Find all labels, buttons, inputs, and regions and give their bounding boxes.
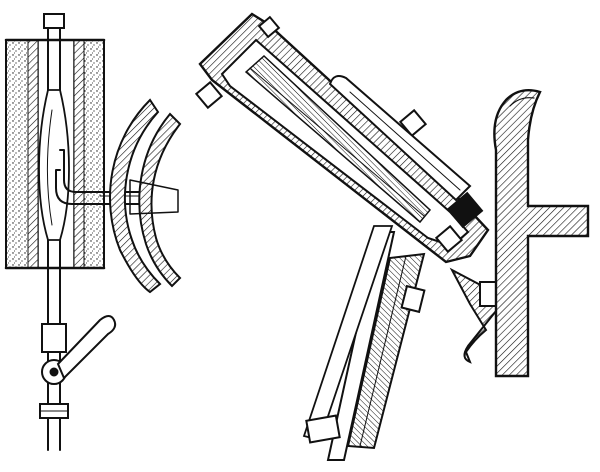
left-apparatus: [4, 13, 182, 451]
right-apparatus: [194, 12, 590, 461]
cast-iron-wall: [493, 89, 590, 378]
lever-clamp: [41, 315, 117, 385]
upper-handle: [328, 75, 472, 202]
inclined-casing: [198, 12, 490, 264]
rod-collar: [39, 403, 69, 419]
curved-retort-wall: [109, 98, 182, 294]
feed-pipe: [302, 225, 426, 444]
insulating-jacket: [4, 38, 106, 270]
casing-bolts: [194, 15, 484, 254]
